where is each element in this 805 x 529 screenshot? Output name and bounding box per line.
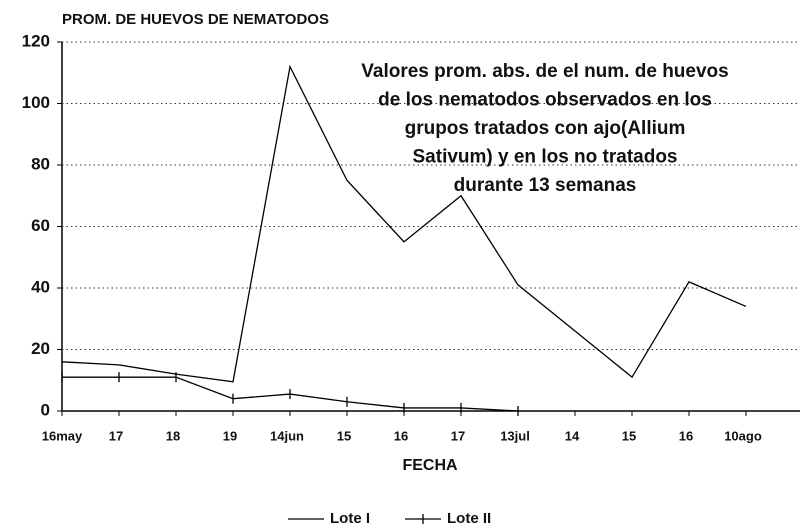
x-tick-label: 17: [109, 428, 123, 443]
y-tick-label: 20: [31, 339, 50, 358]
y-tick-label: 60: [31, 216, 50, 235]
annotation: grupos tratados con ajo(Allium: [405, 118, 686, 139]
legend-label: Lote II: [447, 510, 491, 527]
x-tick-label: 16may: [42, 428, 83, 443]
x-tick-label: 16: [679, 428, 693, 443]
y-tick-label: 80: [31, 154, 50, 173]
x-tick-label: 16: [394, 428, 408, 443]
annotation: Sativum) y en los no tratados: [413, 147, 678, 168]
x-tick-label: 17: [451, 428, 465, 443]
annotation: Valores prom. abs. de el num. de huevos: [361, 61, 728, 82]
x-tick-label: 15: [337, 428, 351, 443]
annotation: de los nematodos observados en los: [378, 90, 712, 111]
x-tick-label: 10ago: [724, 428, 762, 443]
legend-label: Lote I: [330, 510, 370, 527]
x-axis-label: FECHA: [402, 457, 458, 474]
x-tick-label: 18: [166, 428, 180, 443]
chart-title: PROM. DE HUEVOS DE NEMATODOS: [62, 11, 329, 28]
y-tick-label: 0: [41, 400, 50, 419]
y-tick-label: 120: [22, 31, 50, 50]
y-tick-label: 100: [22, 93, 50, 112]
x-tick-label: 13jul: [500, 428, 530, 443]
y-tick-label: 40: [31, 277, 50, 296]
line: [61, 64, 747, 383]
x-tick-label: 14: [565, 428, 580, 443]
annotation: durante 13 semanas: [454, 175, 637, 196]
x-tick-label: 19: [223, 428, 237, 443]
x-tick-label: 15: [622, 428, 636, 443]
x-tick-label: 14jun: [270, 428, 304, 443]
